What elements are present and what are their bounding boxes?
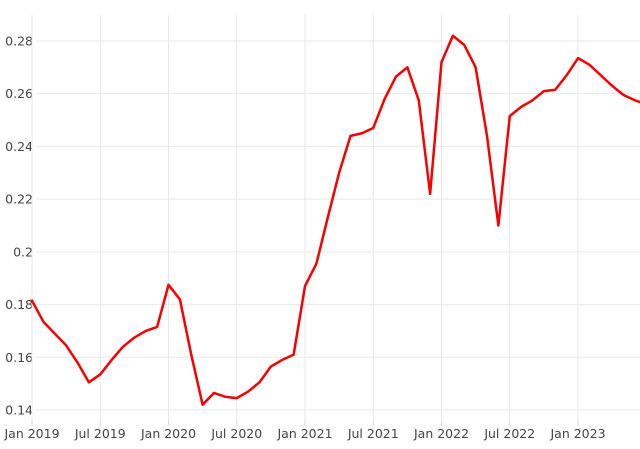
x-axis-tick-label: Jul 2021 [347, 426, 399, 441]
y-axis-tick-label: 0.2 [13, 244, 33, 259]
x-axis-tick-label: Jul 2019 [74, 426, 126, 441]
y-axis-tick-label: 0.26 [5, 86, 33, 101]
x-axis-tick-label: Jan 2023 [549, 426, 605, 441]
x-axis-tick-label: Jul 2022 [483, 426, 535, 441]
y-axis-tick-label: 0.14 [5, 402, 33, 417]
x-axis-tick-label: Jul 2020 [210, 426, 262, 441]
y-axis-tick-label: 0.22 [5, 192, 33, 207]
y-axis-tick-label: 0.28 [5, 34, 33, 49]
y-axis-tick-label: 0.16 [5, 350, 33, 365]
series-line [30, 34, 640, 406]
x-axis-tick-label: Jan 2022 [413, 426, 469, 441]
y-axis-tick-label: 0.18 [5, 297, 33, 312]
x-axis-tick-label: Jan 2021 [276, 426, 332, 441]
x-axis-tick-label: Jan 2019 [3, 426, 59, 441]
y-axis-tick-label: 0.24 [5, 139, 33, 154]
x-axis-tick-label: Jan 2020 [140, 426, 196, 441]
